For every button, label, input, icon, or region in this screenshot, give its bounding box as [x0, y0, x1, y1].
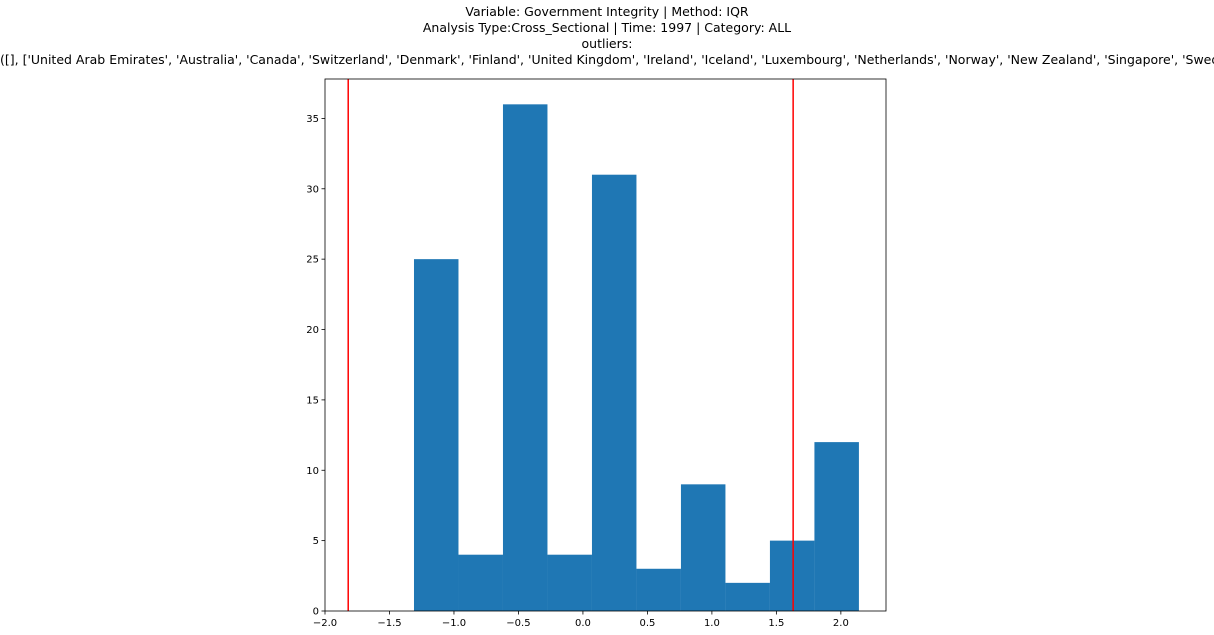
title-line-analysis: Analysis Type:Cross_Sectional | Time: 19…	[422, 20, 792, 35]
vlines-group	[347, 79, 794, 611]
x-tick-label: 0.5	[639, 618, 655, 629]
x-tick-label: 1.5	[768, 618, 784, 629]
y-tick-label: 20	[306, 325, 319, 336]
x-tick-label: −0.5	[506, 618, 530, 629]
chart-title: Variable: Government Integrity | Method:…	[0, 4, 1214, 68]
histogram-bar	[591, 174, 637, 611]
axes-frame	[324, 78, 887, 612]
x-tick-label: −1.5	[377, 618, 401, 629]
y-tick-label: 35	[306, 114, 319, 125]
y-tick-label: 15	[306, 395, 319, 406]
histogram-bar	[547, 554, 592, 611]
histogram-bar	[769, 540, 815, 611]
histogram-bar	[725, 582, 770, 611]
x-tick-label: 0.0	[575, 618, 591, 629]
x-ticks-group: −2.0 −1.5 −1.0 −0.5 0.0 0.5 1.0 1.5 2.0	[313, 611, 849, 629]
histogram-bar	[502, 104, 548, 611]
histogram-bar	[636, 568, 681, 611]
histogram-bar	[680, 484, 726, 611]
histogram-bar	[413, 259, 459, 611]
x-tick-label: 2.0	[833, 618, 849, 629]
title-line-outliers-label: outliers:	[581, 36, 633, 51]
bars-group	[413, 104, 859, 611]
y-tick-label: 10	[306, 466, 319, 477]
y-tick-label: 5	[313, 536, 319, 547]
x-tick-label: 1.0	[704, 618, 720, 629]
y-ticks-group: 0 5 10 15 20 25 30 35	[306, 114, 325, 618]
histogram-bar	[458, 554, 503, 611]
histogram-bar	[814, 442, 859, 611]
title-line-outliers-list: ([], ['United Arab Emirates', 'Australia…	[0, 52, 1214, 67]
x-tick-label: −2.0	[313, 618, 337, 629]
title-line-variable: Variable: Government Integrity | Method:…	[465, 4, 749, 19]
y-tick-label: 0	[313, 607, 319, 618]
x-tick-label: −1.0	[442, 618, 466, 629]
y-tick-label: 25	[306, 255, 319, 266]
y-tick-label: 30	[306, 184, 319, 195]
